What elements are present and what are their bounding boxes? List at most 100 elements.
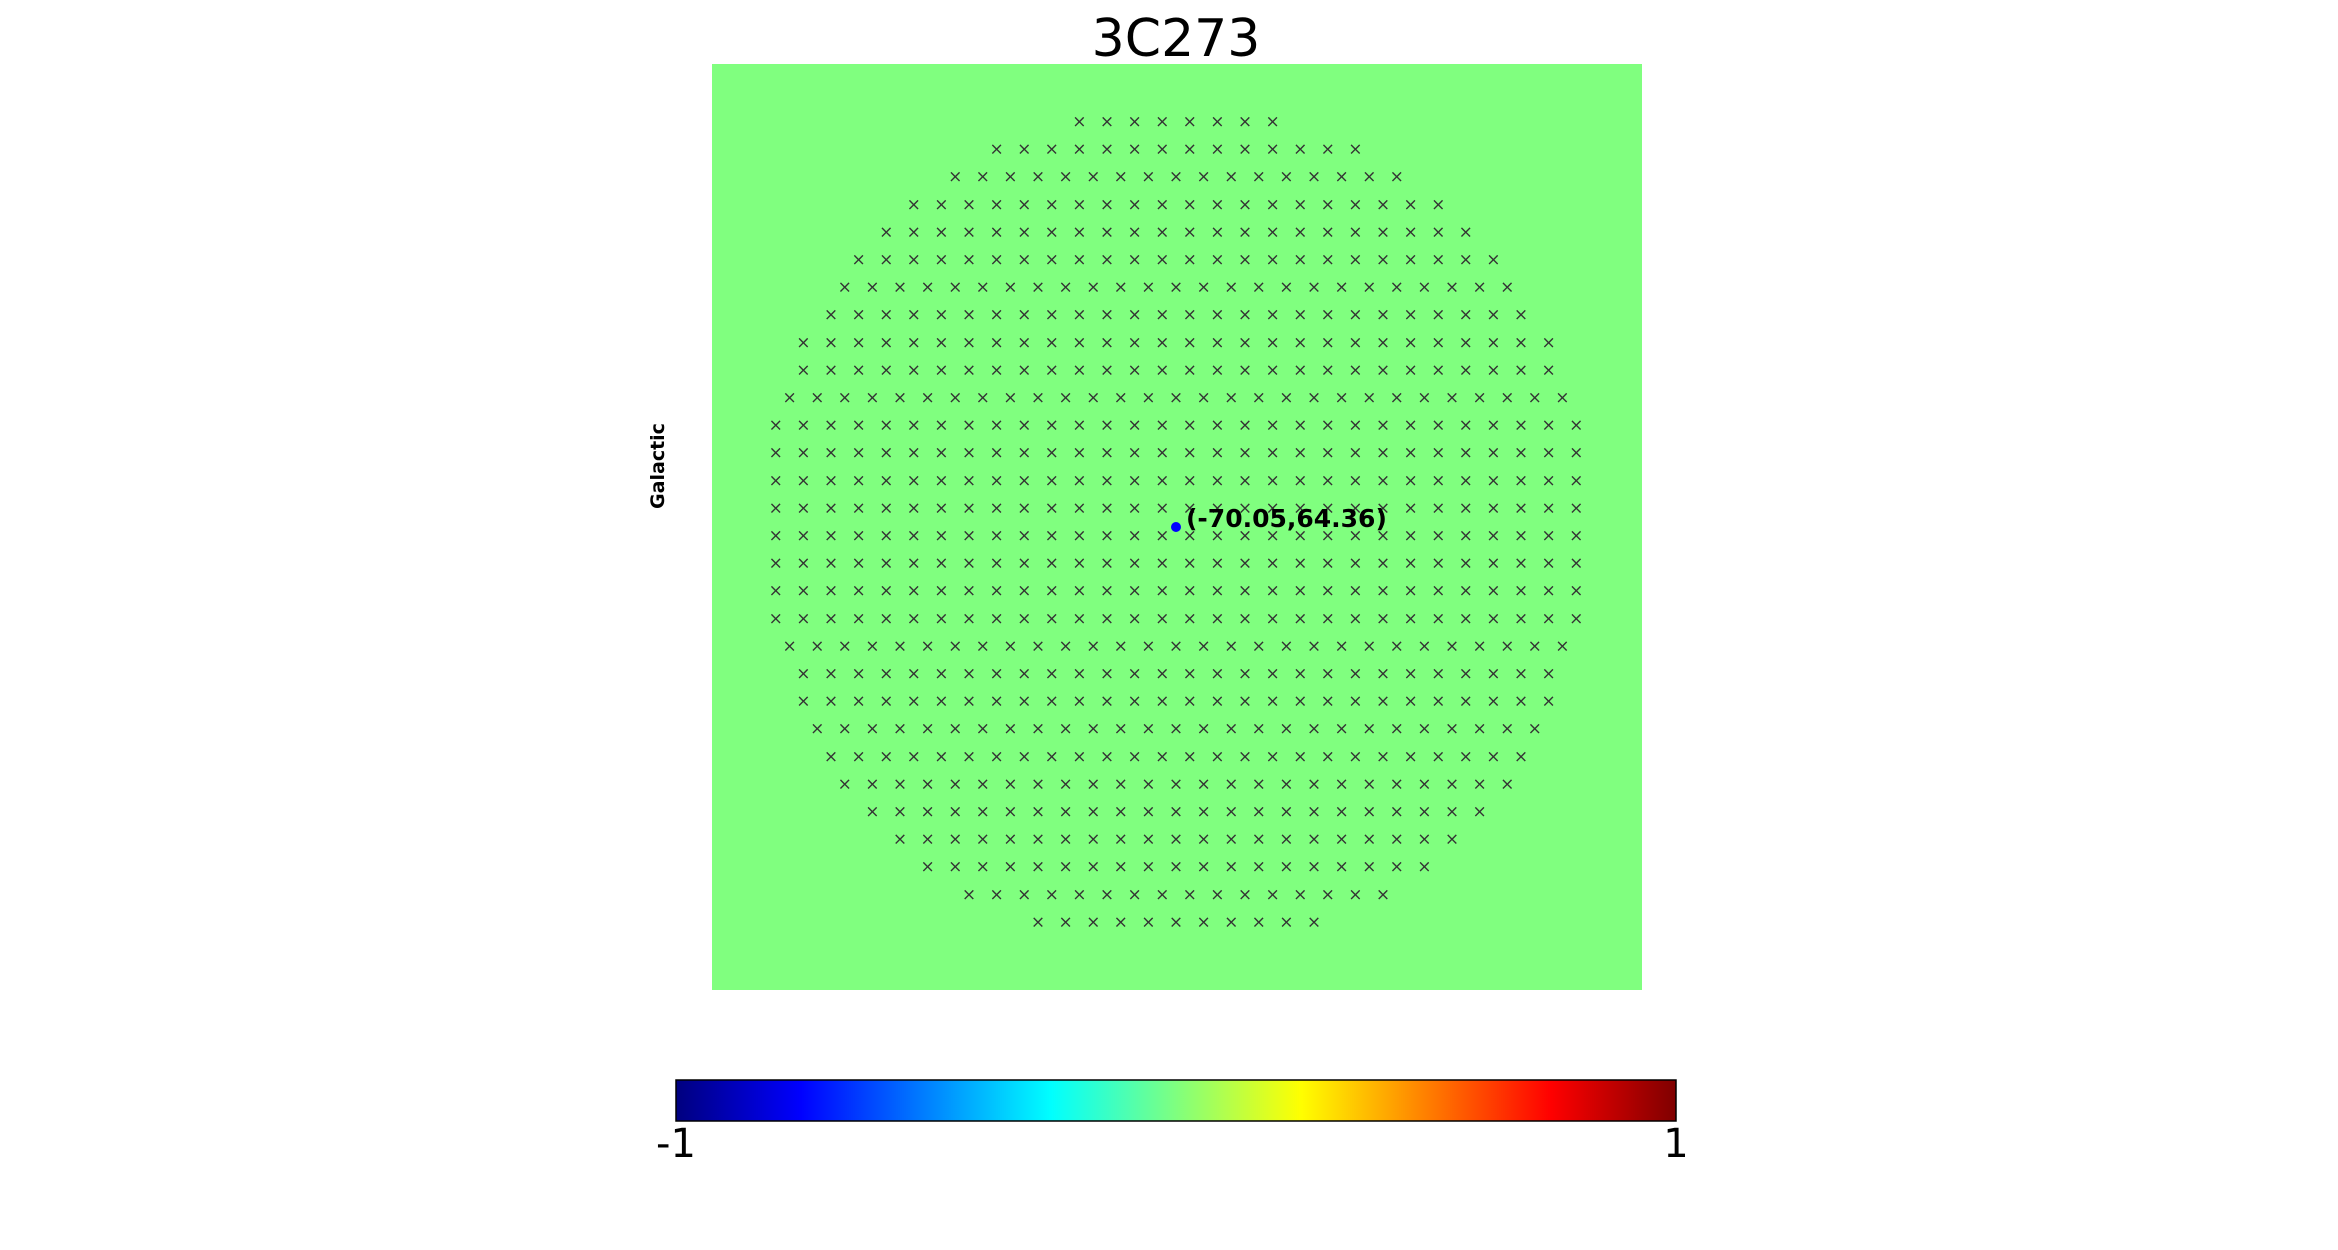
grid-marker: × <box>810 636 824 656</box>
grid-marker: × <box>824 747 838 767</box>
grid-marker: × <box>962 554 976 574</box>
grid-marker: × <box>1238 360 1252 380</box>
grid-marker: × <box>1141 774 1155 794</box>
grid-marker: × <box>1238 333 1252 353</box>
grid-marker: × <box>1431 471 1445 491</box>
grid-marker: × <box>1155 692 1169 712</box>
grid-marker: × <box>962 305 976 325</box>
grid-marker: × <box>1348 609 1362 629</box>
grid-marker: × <box>1403 471 1417 491</box>
grid-marker: × <box>948 278 962 298</box>
grid-marker: × <box>989 664 1003 684</box>
grid-marker: × <box>1127 664 1141 684</box>
grid-marker: × <box>1017 692 1031 712</box>
grid-marker: × <box>879 305 893 325</box>
grid-marker: × <box>1334 167 1348 187</box>
colorbar <box>675 1079 1677 1122</box>
grid-marker: × <box>851 664 865 684</box>
grid-marker: × <box>1169 719 1183 739</box>
grid-marker: × <box>1238 195 1252 215</box>
grid-marker: × <box>1183 885 1197 905</box>
grid-marker: × <box>1155 140 1169 160</box>
grid-marker: × <box>1348 498 1362 518</box>
grid-marker: × <box>934 747 948 767</box>
grid-marker: × <box>907 609 921 629</box>
grid-marker: × <box>893 636 907 656</box>
grid-marker: × <box>1321 305 1335 325</box>
grid-marker: × <box>769 416 783 436</box>
grid-marker: × <box>1486 554 1500 574</box>
grid-marker: × <box>1279 719 1293 739</box>
grid-marker: × <box>1307 388 1321 408</box>
grid-marker: × <box>1265 498 1279 518</box>
highlighted-point-label: (-70.05,64.36) <box>1186 504 1387 533</box>
grid-marker: × <box>1459 443 1473 463</box>
grid-marker: × <box>1279 636 1293 656</box>
grid-marker: × <box>1072 609 1086 629</box>
grid-marker: × <box>920 278 934 298</box>
grid-marker: × <box>1445 388 1459 408</box>
grid-marker: × <box>879 250 893 270</box>
grid-marker: × <box>1045 333 1059 353</box>
grid-marker: × <box>1238 471 1252 491</box>
grid-marker: × <box>1390 388 1404 408</box>
grid-marker: × <box>989 692 1003 712</box>
grid-marker: × <box>1376 664 1390 684</box>
grid-marker: × <box>1514 692 1528 712</box>
grid-marker: × <box>1459 471 1473 491</box>
grid-marker: × <box>962 360 976 380</box>
grid-marker: × <box>1376 360 1390 380</box>
grid-marker: × <box>1031 278 1045 298</box>
grid-marker: × <box>1279 802 1293 822</box>
grid-marker: × <box>962 609 976 629</box>
grid-marker: × <box>1183 250 1197 270</box>
grid-marker: × <box>1072 195 1086 215</box>
grid-marker: × <box>1155 250 1169 270</box>
grid-marker: × <box>1293 222 1307 242</box>
grid-marker: × <box>1003 167 1017 187</box>
grid-marker: × <box>1031 719 1045 739</box>
grid-marker: × <box>1003 278 1017 298</box>
grid-marker: × <box>1514 609 1528 629</box>
grid-marker: × <box>1100 885 1114 905</box>
grid-marker: × <box>1265 526 1279 546</box>
grid-marker: × <box>1045 471 1059 491</box>
grid-marker: × <box>1459 554 1473 574</box>
grid-marker: × <box>851 471 865 491</box>
grid-marker: × <box>1265 360 1279 380</box>
grid-marker: × <box>1210 140 1224 160</box>
grid-marker: × <box>893 802 907 822</box>
grid-marker: × <box>1183 333 1197 353</box>
grid-marker: × <box>989 885 1003 905</box>
grid-marker: × <box>1100 443 1114 463</box>
grid-marker: × <box>962 195 976 215</box>
grid-marker: × <box>1403 222 1417 242</box>
grid-marker: × <box>1431 498 1445 518</box>
grid-marker: × <box>1486 471 1500 491</box>
grid-marker: × <box>1238 609 1252 629</box>
grid-marker: × <box>1265 140 1279 160</box>
grid-marker: × <box>1459 416 1473 436</box>
grid-marker: × <box>1183 443 1197 463</box>
grid-marker: × <box>1127 222 1141 242</box>
grid-marker: × <box>1017 443 1031 463</box>
grid-marker: × <box>1403 195 1417 215</box>
grid-marker: × <box>962 416 976 436</box>
grid-marker: × <box>1334 388 1348 408</box>
grid-marker: × <box>1072 471 1086 491</box>
grid-marker: × <box>907 250 921 270</box>
grid-marker: × <box>1348 305 1362 325</box>
grid-marker: × <box>907 443 921 463</box>
grid-marker: × <box>1058 912 1072 932</box>
grid-marker: × <box>769 554 783 574</box>
grid-marker: × <box>1569 554 1583 574</box>
grid-marker: × <box>1348 747 1362 767</box>
grid-marker: × <box>1017 554 1031 574</box>
grid-marker: × <box>824 692 838 712</box>
grid-marker: × <box>1472 802 1486 822</box>
grid-marker: × <box>1376 471 1390 491</box>
grid-marker: × <box>976 636 990 656</box>
grid-marker: × <box>1293 664 1307 684</box>
grid-marker: × <box>1417 719 1431 739</box>
grid-marker: × <box>1431 333 1445 353</box>
